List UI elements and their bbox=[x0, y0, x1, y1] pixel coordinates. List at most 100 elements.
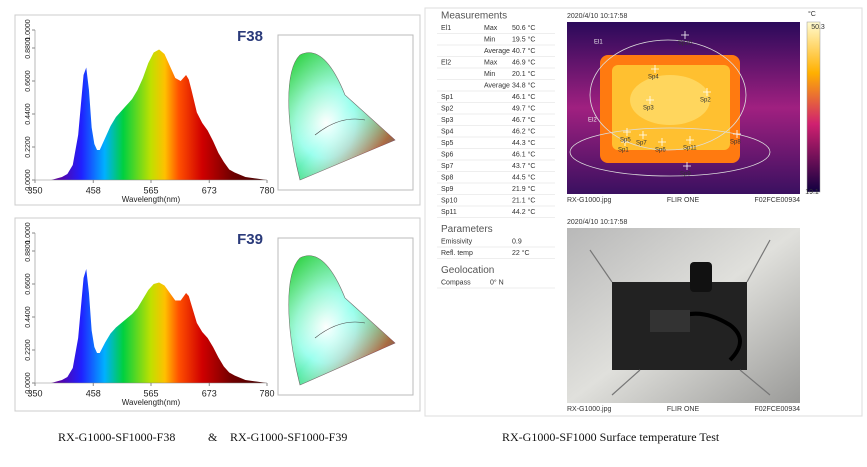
row-value: 46.1 °C bbox=[512, 150, 535, 158]
file: RX-G1000.jpg bbox=[567, 197, 611, 204]
spot-marker bbox=[639, 131, 647, 139]
cie-diagram bbox=[277, 237, 414, 396]
scale-unit: °C bbox=[808, 10, 816, 18]
row-name: Sp5 bbox=[441, 140, 454, 147]
row-name: Refl. temp bbox=[441, 250, 473, 257]
x-axis-label: Wavelength(nm) bbox=[122, 398, 181, 407]
caption: RX-G1000-SF1000 Surface temperature Test bbox=[502, 430, 720, 444]
camera: FLIR ONE bbox=[667, 197, 700, 204]
spot-label: El2 bbox=[588, 118, 597, 124]
spot-marker bbox=[658, 138, 666, 146]
y-tick-label: 0.2200 bbox=[25, 339, 32, 361]
row-value: 49.7 °C bbox=[512, 104, 535, 112]
scale-min: 19.1 bbox=[805, 189, 819, 196]
spectrum-area bbox=[35, 49, 267, 180]
spot-marker bbox=[733, 130, 741, 138]
y-tick-label: 0.2200 bbox=[25, 136, 32, 158]
row-name: Sp7 bbox=[441, 163, 454, 170]
caption: RX-G1000-SF1000-F39 bbox=[230, 430, 347, 444]
spot-label: El1 bbox=[594, 40, 603, 46]
section-title: Geolocation bbox=[441, 265, 494, 276]
serial: F02FCE00934 bbox=[754, 406, 800, 413]
row-stat: Min bbox=[484, 36, 495, 43]
panel bbox=[14, 217, 421, 412]
row-name: Sp9 bbox=[441, 186, 454, 193]
spot-marker bbox=[703, 88, 711, 96]
row-value: 0.9 bbox=[512, 238, 522, 245]
row-value: 34.8 °C bbox=[512, 81, 535, 89]
row-value: 46.2 °C bbox=[512, 127, 535, 135]
x-tick-label: 350 bbox=[27, 388, 42, 398]
x-tick-label: 780 bbox=[259, 185, 274, 195]
row-name: Sp10 bbox=[441, 197, 457, 204]
row-value: 50.6 °C bbox=[512, 24, 535, 32]
row-name: Emissivity bbox=[441, 238, 473, 245]
row-value: 21.1 °C bbox=[512, 196, 535, 204]
row-name: Sp4 bbox=[441, 128, 454, 135]
row-name: Compass bbox=[441, 279, 471, 286]
caption: & bbox=[208, 430, 218, 444]
row-stat: Max bbox=[484, 59, 498, 66]
spot-label: Sp6 bbox=[655, 148, 666, 154]
row-value: 21.9 °C bbox=[512, 185, 535, 193]
row-value: 19.5 °C bbox=[512, 35, 535, 43]
spectrum-area bbox=[35, 269, 267, 383]
spot-label: Sp11 bbox=[683, 146, 697, 152]
spot-marker bbox=[621, 138, 629, 146]
spot-marker bbox=[646, 96, 654, 104]
x-tick-label: 350 bbox=[27, 185, 42, 195]
spot-marker bbox=[686, 136, 694, 144]
spot-label: Sp2 bbox=[700, 98, 711, 104]
spot-label: Sp3 bbox=[643, 106, 654, 112]
x-axis-label: Wavelength(nm) bbox=[122, 195, 181, 204]
chart-title: F39 bbox=[237, 231, 263, 248]
row-name: Sp2 bbox=[441, 105, 454, 112]
x-tick-label: 458 bbox=[86, 388, 101, 398]
panel bbox=[14, 14, 421, 206]
spot-label: Sp8 bbox=[730, 140, 741, 146]
row-stat: Max bbox=[484, 25, 498, 32]
row-name: Sp6 bbox=[441, 151, 454, 158]
spot-label: Sp1 bbox=[618, 148, 629, 154]
row-value: 43.7 °C bbox=[512, 162, 535, 170]
row-value: 44.3 °C bbox=[512, 139, 535, 147]
x-tick-label: 780 bbox=[259, 388, 274, 398]
y-tick-label: 0.0000 bbox=[25, 169, 32, 191]
section-title: Parameters bbox=[441, 224, 493, 235]
spot-marker bbox=[681, 31, 689, 39]
spot-label: Sp7 bbox=[636, 141, 647, 147]
y-tick-label: 1.0000 bbox=[25, 19, 32, 41]
spot-label: Sp9 bbox=[680, 172, 691, 178]
x-tick-label: 458 bbox=[86, 185, 101, 195]
row-value: 44.5 °C bbox=[512, 173, 535, 181]
row-value: 22 °C bbox=[512, 249, 530, 257]
x-tick-label: 673 bbox=[202, 185, 217, 195]
cie-diagram bbox=[277, 34, 414, 191]
y-tick-label: 0.4400 bbox=[25, 103, 32, 125]
row-value: 20.1 °C bbox=[512, 70, 535, 78]
timestamp: 2020/4/10 10:17:58 bbox=[567, 219, 627, 226]
x-tick-label: 565 bbox=[143, 185, 158, 195]
row-name: Sp11 bbox=[441, 209, 457, 216]
row-value: 0° N bbox=[490, 278, 504, 286]
y-tick-label: 0.0000 bbox=[25, 372, 32, 394]
spot-label: Sp10 bbox=[678, 41, 693, 47]
row-name: Sp3 bbox=[441, 117, 454, 124]
row-value: 46.1 °C bbox=[512, 93, 535, 101]
chart-title: F38 bbox=[237, 28, 263, 45]
spot-marker bbox=[623, 128, 631, 136]
timestamp: 2020/4/10 10:17:58 bbox=[567, 13, 627, 20]
row-value: 46.9 °C bbox=[512, 58, 535, 66]
spot-marker bbox=[651, 65, 659, 73]
x-tick-label: 565 bbox=[143, 388, 158, 398]
caption: RX-G1000-SF1000-F38 bbox=[58, 430, 175, 444]
heat-pattern bbox=[569, 39, 771, 177]
row-name: Sp8 bbox=[441, 174, 454, 181]
spot-marker bbox=[683, 162, 691, 170]
y-tick-label: 0.4400 bbox=[25, 306, 32, 328]
section-title: Measurements bbox=[441, 11, 507, 22]
camera: FLIR ONE bbox=[667, 406, 700, 413]
row-stat: Min bbox=[484, 71, 495, 78]
y-tick-label: 0.8800 bbox=[25, 240, 32, 262]
row-name: El2 bbox=[441, 59, 451, 66]
